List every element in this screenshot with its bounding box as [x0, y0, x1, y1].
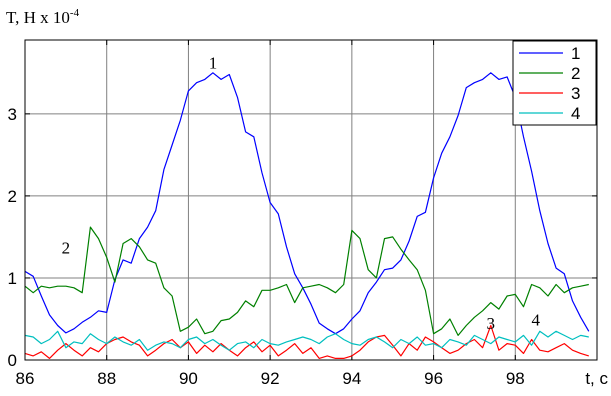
annotation-label: 3	[487, 314, 496, 333]
legend-box	[512, 40, 597, 126]
x-tick-label: 98	[506, 369, 525, 388]
y-axis-label-exponent: -4	[70, 7, 80, 19]
x-tick-label: 92	[261, 369, 280, 388]
x-tick-label: 88	[97, 369, 116, 388]
y-tick-label: 0	[8, 351, 17, 370]
series-line-1	[24, 72, 590, 335]
x-tick-label: 90	[179, 369, 198, 388]
annotation-label: 1	[209, 54, 218, 73]
x-tick-label: 96	[424, 369, 443, 388]
series-line-2	[24, 226, 589, 336]
annotation-label: 2	[62, 238, 71, 257]
x-tick-label: 94	[342, 369, 361, 388]
y-tick-label: 2	[8, 187, 17, 206]
plot-frame	[24, 39, 598, 361]
y-tick-label: 1	[8, 269, 17, 288]
x-axis-label: t, c	[585, 369, 608, 388]
legend-label: 1	[571, 44, 580, 63]
y-axis-label-base: T, H x 10	[6, 8, 70, 27]
y-tick-label: 3	[8, 105, 17, 124]
y-axis-label: T, H x 10-4	[6, 7, 80, 27]
legend-label: 4	[571, 104, 580, 123]
series-line-3	[24, 324, 589, 359]
series-line-4	[24, 330, 589, 351]
annotation-label: 4	[531, 311, 540, 330]
legend-label: 2	[571, 64, 580, 83]
legend-label: 3	[571, 84, 580, 103]
plot-background	[25, 40, 597, 360]
x-tick-label: 86	[16, 369, 35, 388]
